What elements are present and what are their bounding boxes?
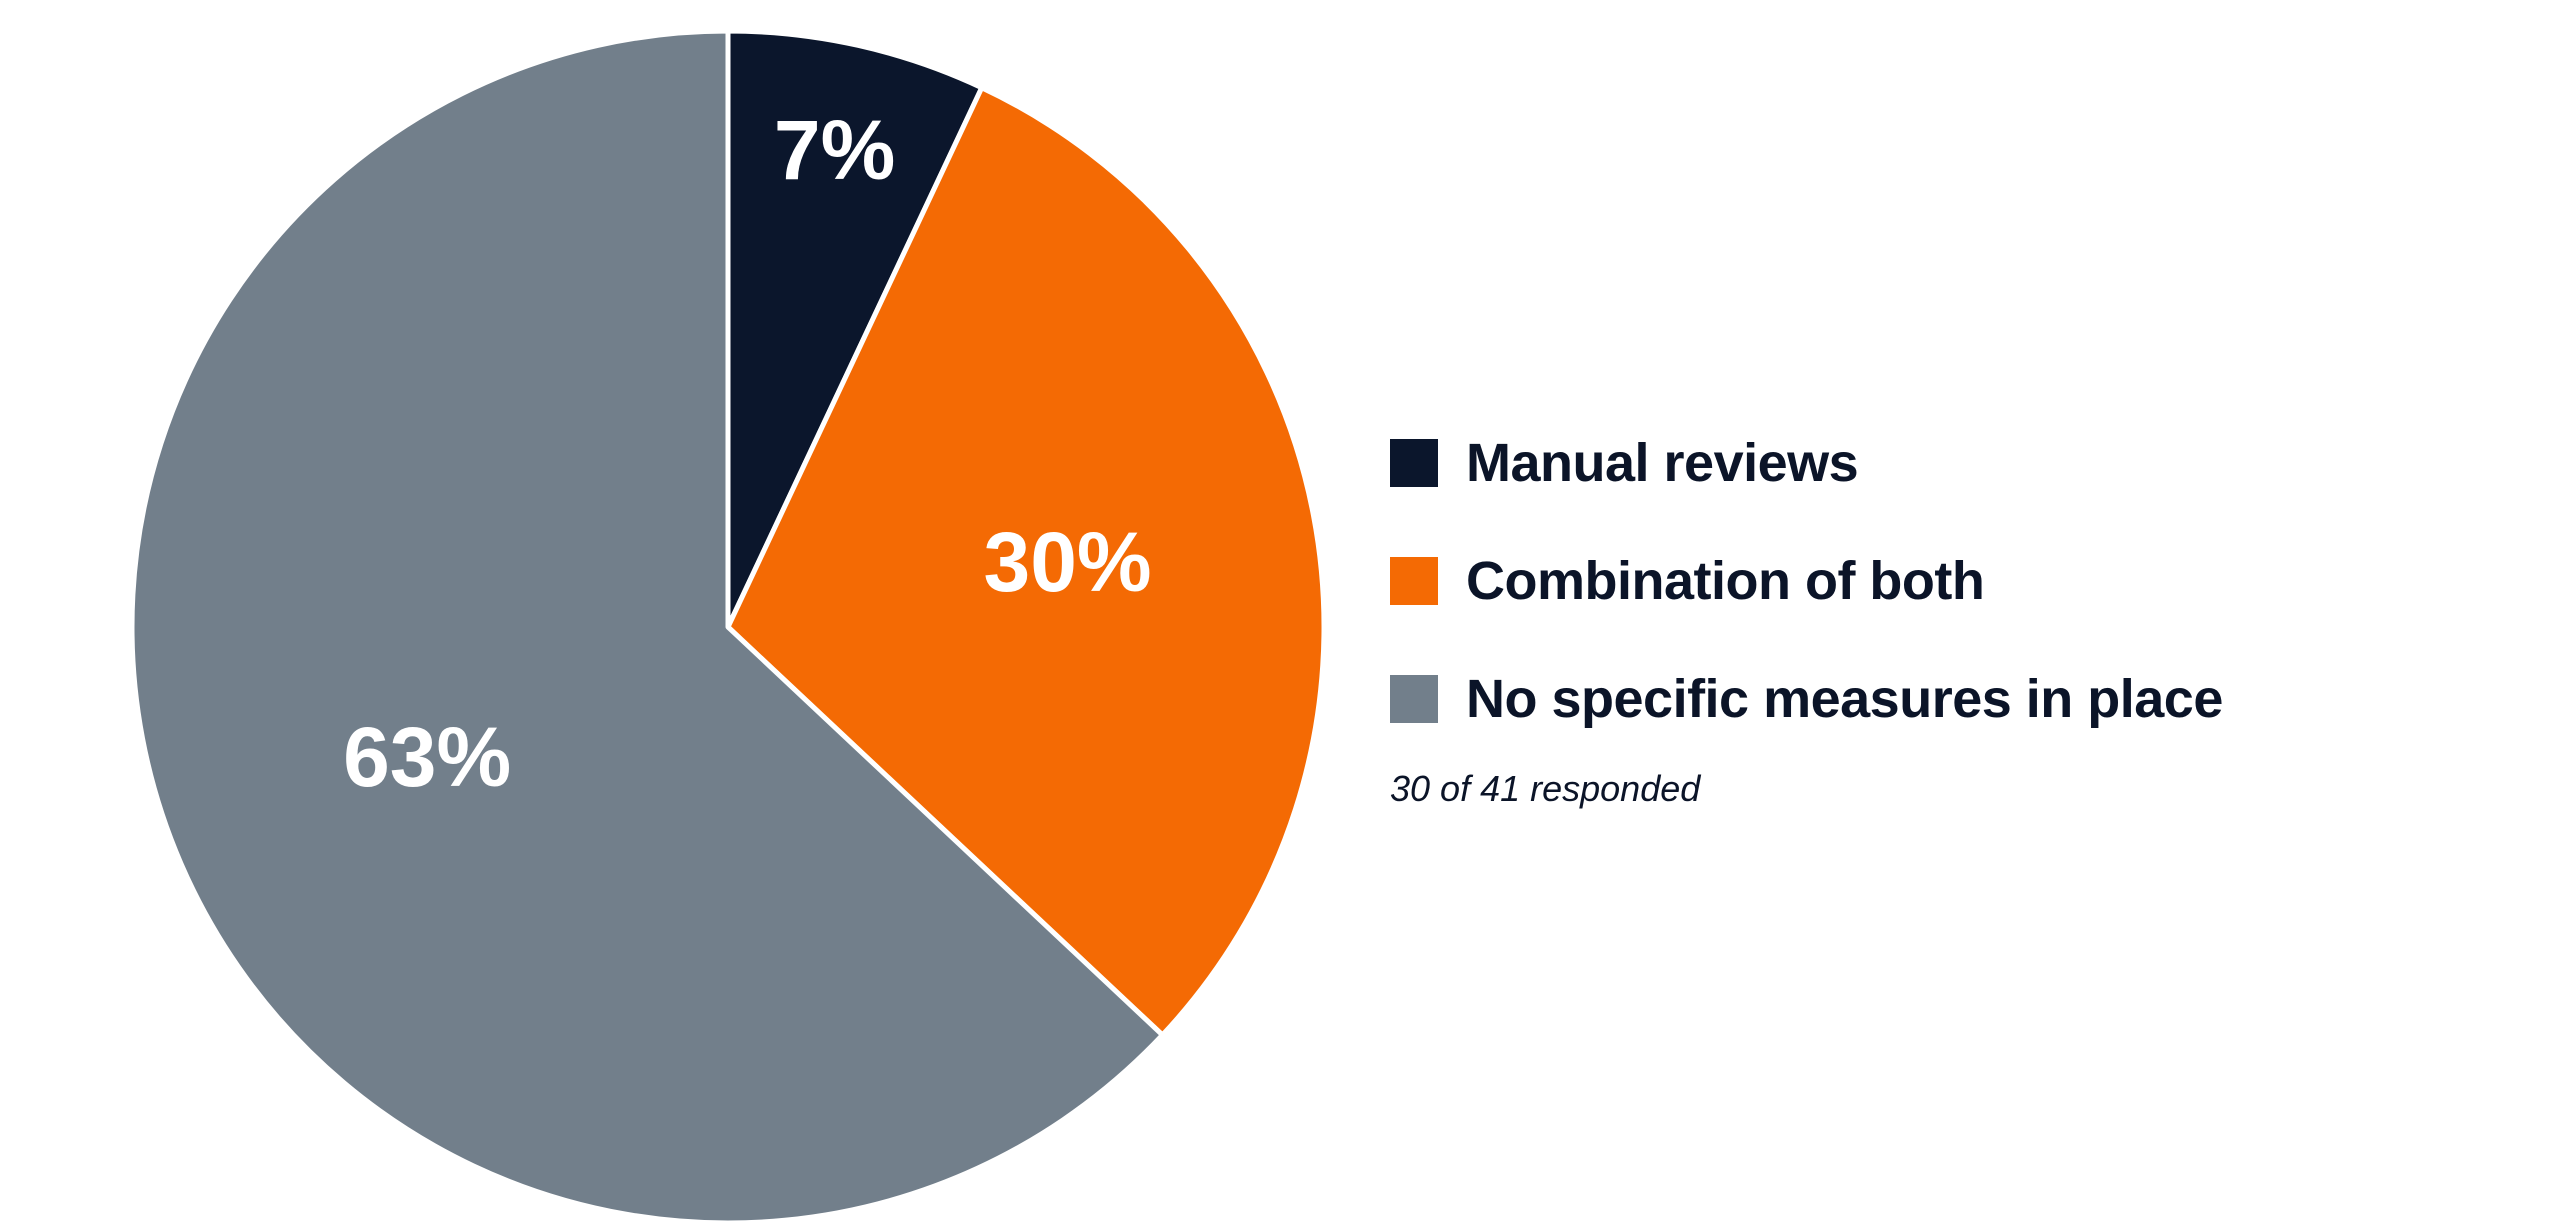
legend-label-no-specific-measures: No specific measures in place: [1466, 669, 2223, 729]
legend-item-manual-reviews: Manual reviews: [1390, 428, 2490, 498]
data-label-no-specific-measures: 63%: [343, 710, 511, 804]
pie-slice-manual-reviews: [725, 28, 985, 630]
pie-slice-combination-of-both: [725, 85, 1327, 1038]
data-label-combination-of-both: 30%: [983, 515, 1151, 609]
legend-swatch-manual-reviews: [1390, 439, 1438, 487]
legend-swatch-combination-of-both: [1390, 557, 1438, 605]
legend-item-combination-of-both: Combination of both: [1390, 546, 2490, 616]
pie-slices: [129, 28, 1327, 1226]
legend-item-no-specific-measures: No specific measures in place: [1390, 664, 2490, 734]
pie-data-labels: 7% 30% 63%: [343, 103, 1152, 804]
data-label-manual-reviews: 7%: [774, 103, 895, 197]
legend-label-manual-reviews: Manual reviews: [1466, 433, 1859, 493]
response-count-note: 30 of 41 responded: [1390, 768, 1701, 809]
pie-slice-no-specific-measures: [129, 28, 1165, 1226]
legend-swatch-no-specific-measures: [1390, 675, 1438, 723]
legend-label-combination-of-both: Combination of both: [1466, 551, 1985, 611]
legend: Manual reviews Combination of both No sp…: [1390, 428, 2490, 810]
